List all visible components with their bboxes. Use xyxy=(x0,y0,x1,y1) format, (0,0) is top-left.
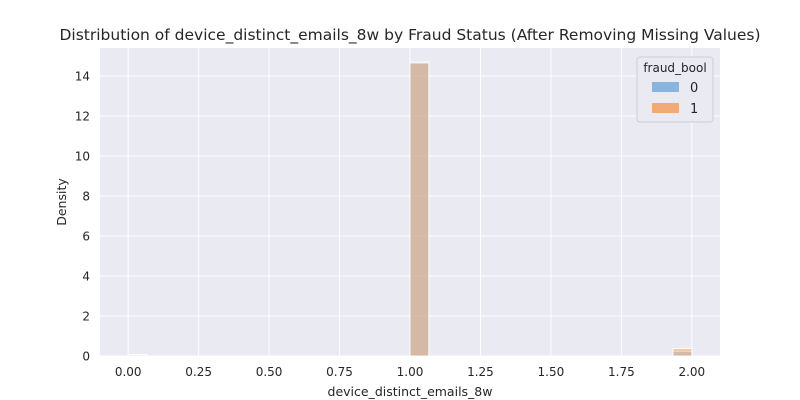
legend: fraud_bool 0 1 xyxy=(636,56,714,123)
bar-fraud-1 xyxy=(409,62,430,357)
legend-label-0: 0 xyxy=(690,81,698,96)
legend-swatch-1 xyxy=(652,103,679,113)
y-tick-label: 12 xyxy=(75,110,90,124)
x-tick-label: 1.25 xyxy=(467,365,494,379)
histogram-bars xyxy=(127,61,693,357)
legend-label-1: 1 xyxy=(690,102,698,117)
x-tick-label: 1.00 xyxy=(397,365,424,379)
y-tick-label: 6 xyxy=(82,230,90,244)
y-tick-label: 0 xyxy=(82,350,90,364)
x-tick-label: 0.00 xyxy=(115,365,142,379)
y-tick-label: 10 xyxy=(75,150,90,164)
y-axis-label: Density xyxy=(54,178,69,226)
x-tick-labels: 0.00 0.25 0.50 0.75 1.00 1.25 1.50 1.75 2.00 xyxy=(115,365,705,379)
x-tick-label: 2.00 xyxy=(678,365,705,379)
y-tick-label: 2 xyxy=(82,310,90,324)
x-axis-label: device_distinct_emails_8w xyxy=(328,384,493,399)
x-tick-label: 1.50 xyxy=(538,365,565,379)
x-tick-label: 0.25 xyxy=(185,365,212,379)
y-tick-labels: 0 2 4 6 8 10 12 14 xyxy=(75,70,90,364)
legend-swatch-0 xyxy=(652,82,679,92)
x-tick-label: 0.75 xyxy=(326,365,353,379)
bar-fraud-1 xyxy=(127,354,148,357)
x-tick-label: 0.50 xyxy=(256,365,283,379)
legend-title: fraud_bool xyxy=(643,61,706,75)
y-tick-label: 4 xyxy=(82,270,90,284)
bar-fraud-1 xyxy=(672,348,693,357)
y-tick-label: 8 xyxy=(82,190,90,204)
y-tick-label: 14 xyxy=(75,70,90,84)
x-tick-label: 1.75 xyxy=(608,365,635,379)
chart-title: Distribution of device_distinct_emails_8… xyxy=(59,26,760,45)
